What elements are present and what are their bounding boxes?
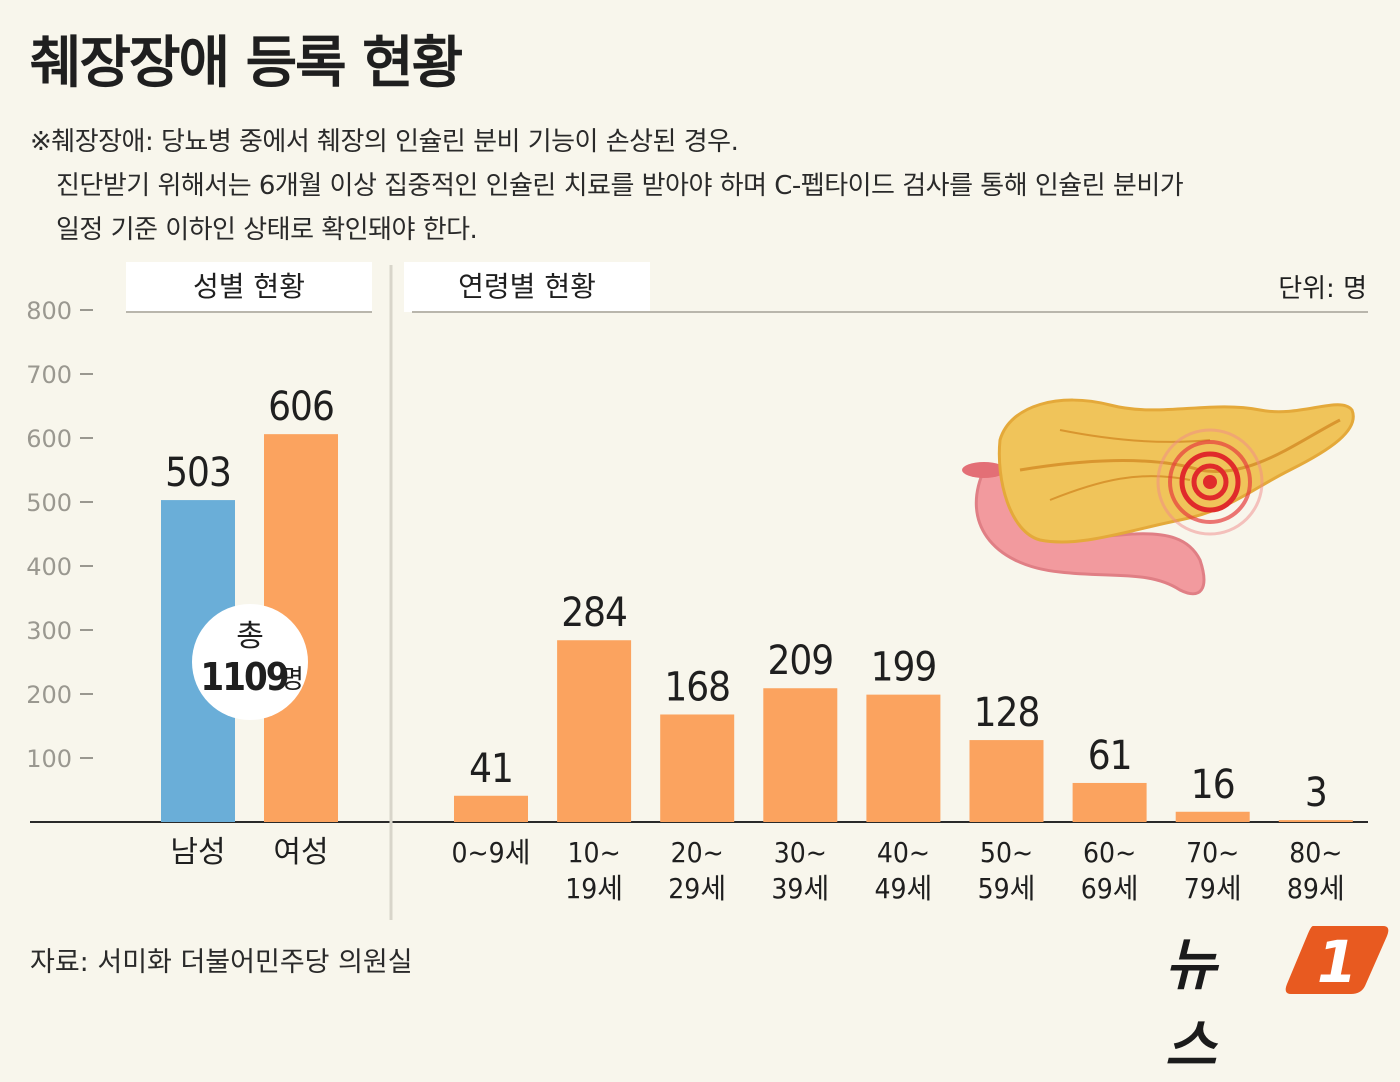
age-bar [969,740,1044,822]
age-bar [763,688,838,822]
age-category-label: 59세 [978,872,1036,905]
note-line-3: 일정 기준 이하인 상태로 확인돼야 한다. [56,215,478,245]
age-bar [1175,811,1250,822]
age-category-label: 69세 [1081,872,1139,905]
age-category-label: 70~ [1186,836,1239,869]
y-tick-label: 300 [26,617,72,645]
y-tick-label: 700 [26,361,72,389]
y-tick-label: 100 [26,745,72,773]
age-value-label: 209 [767,638,833,684]
age-category-label: 19세 [565,872,623,905]
y-axis: 100 200 300 400 500 600 700 800 [26,297,93,773]
chart-canvas: 100 200 300 400 500 600 700 800 503 남성 606 여성 41 0~… [26,265,1368,920]
gender-category-label: 여성 [273,835,328,870]
logo-text: 뉴스 [1165,933,1217,1079]
age-panel-title: 연령별 현황 [404,262,650,312]
y-tick-label: 400 [26,553,72,581]
y-tick-label: 500 [26,489,72,517]
logo-mark: 1 [1317,928,1357,996]
age-category-label: 79세 [1184,872,1242,905]
age-value-label: 61 [1088,733,1132,779]
age-category-label: 40~ [877,836,930,869]
age-category-label: 30~ [774,836,827,869]
total-badge-circle [192,604,308,720]
age-value-label: 199 [871,645,937,691]
age-value-label: 16 [1191,762,1235,808]
total-badge: 총 1109 명 [192,604,308,720]
age-category-label: 50~ [980,836,1033,869]
age-value-label: 284 [561,590,627,636]
age-category-label: 89세 [1287,872,1345,905]
gender-category-label: 남성 [170,835,225,870]
age-category-label: 39세 [771,872,829,905]
gender-value-label: 503 [165,450,231,496]
age-category-label: 20~ [671,836,724,869]
description-note: ※췌장장애: 당뇨병 중에서 췌장의 인슐린 분비 기능이 손상된 경우. 진단… [30,120,1184,252]
page-title: 췌장장애 등록 현황 [30,31,463,96]
age-value-label: 168 [664,664,730,710]
age-bar [454,795,528,822]
age-value-label: 3 [1305,770,1327,816]
age-category-label: 0~9세 [452,836,531,869]
note-line-2: 진단받기 위해서는 6개월 이상 집중적인 인슐린 치료를 받아야 하며 C-펩… [56,171,1184,201]
age-bar [1278,820,1353,822]
unit-label: 단위: 명 [1278,274,1367,304]
total-badge-label: 총 [236,619,264,654]
pancreas-illustration [962,398,1355,596]
age-category-label: 60~ [1083,836,1136,869]
y-tick-label: 200 [26,681,72,709]
age-category-label: 29세 [668,872,726,905]
logo-badge-icon: 1 [1285,926,1389,996]
age-value-label: 41 [469,746,513,792]
source-credit: 자료: 서미화 더불어민주당 의원실 [30,947,413,978]
age-value-label: 128 [974,690,1040,736]
gender-value-label: 606 [268,384,334,430]
age-category-label: 10~ [568,836,621,869]
age-bar [866,694,941,822]
y-tick-label: 600 [26,425,72,453]
total-badge-unit: 명 [280,665,304,695]
age-bar [557,640,632,822]
age-bars: 41 0~9세 284 10~19세 168 20~29세 209 30~39세 199 40~4… [452,590,1353,905]
total-badge-value: 1109 [200,655,287,699]
age-bar [1072,782,1147,822]
gender-panel-title: 성별 현황 [126,262,372,312]
note-line-1: ※췌장장애: 당뇨병 중에서 췌장의 인슐린 분비 기능이 손상된 경우. [30,127,739,157]
y-tick-label: 800 [26,297,72,325]
age-category-label: 80~ [1289,836,1342,869]
age-category-label: 49세 [874,872,932,905]
age-bar [660,714,735,822]
